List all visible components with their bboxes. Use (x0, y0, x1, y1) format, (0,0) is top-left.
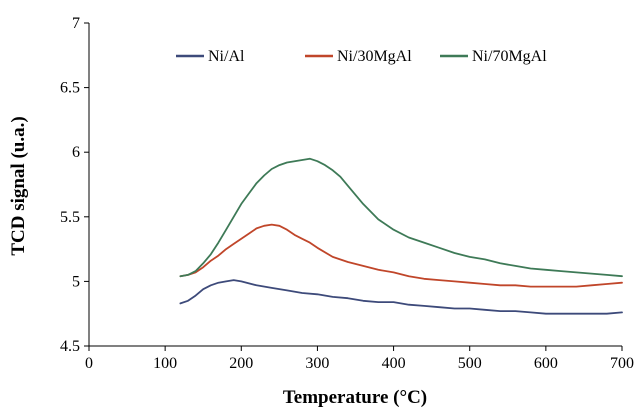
y-tick-label: 6 (72, 144, 80, 161)
y-axis-title: TCD signal (u.a.) (8, 116, 29, 255)
y-tick-label: 5.5 (60, 209, 80, 226)
x-tick-label: 600 (534, 355, 558, 372)
x-tick-label: 700 (610, 355, 634, 372)
x-tick-label: 400 (382, 355, 406, 372)
axes: 0 100 200 300 400 500 600 700 4.5 5 5.5 6 6.5 7 (60, 15, 634, 372)
y-tick-label: 5 (72, 273, 80, 290)
legend-label-1: Ni/30MgAl (337, 48, 412, 65)
y-tick-label: 4.5 (60, 338, 80, 355)
legend-label-0: Ni/Al (208, 48, 245, 65)
legend-label-2: Ni/70MgAl (472, 48, 547, 65)
legend: Ni/Al Ni/30MgAl Ni/70MgAl (176, 48, 547, 65)
x-tick-label: 0 (85, 355, 93, 372)
x-tick-label: 300 (305, 355, 329, 372)
series-layer (179, 157, 623, 315)
x-tick-label: 100 (153, 355, 177, 372)
x-axis-title: Temperature (°C) (283, 387, 427, 408)
y-tick-label: 6.5 (60, 80, 80, 97)
series-line-0 (179, 279, 623, 315)
y-tick-label: 7 (72, 15, 80, 32)
x-tick-label: 200 (229, 355, 253, 372)
series-line-1 (179, 223, 623, 288)
series-line-2 (179, 157, 623, 278)
x-tick-label: 500 (458, 355, 482, 372)
